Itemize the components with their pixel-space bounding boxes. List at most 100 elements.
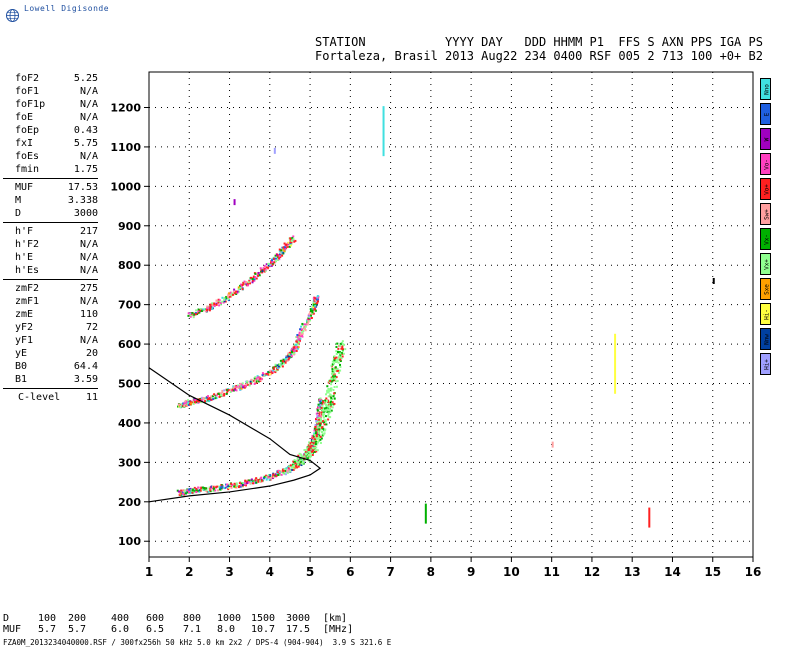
echo-pixel — [223, 394, 226, 397]
legend-label: Vx+ — [763, 259, 771, 270]
echo-pixel — [278, 250, 281, 253]
echo-pixel — [313, 306, 316, 309]
echo-pixel — [277, 254, 280, 257]
echo-pixel — [327, 412, 330, 415]
echo-pixel — [335, 356, 338, 359]
param-separator — [3, 388, 98, 389]
echo-pixel — [213, 393, 216, 396]
x-tick-label: 12 — [584, 565, 601, 579]
echo-pixel — [235, 290, 238, 293]
echo-pixel — [280, 249, 283, 252]
echo-pixel — [291, 463, 294, 466]
echo-pixel — [341, 340, 344, 343]
echo-pixel — [322, 406, 325, 409]
echo-pixel — [285, 356, 288, 359]
echo-pixel — [340, 341, 343, 344]
echo-pixel — [259, 378, 262, 381]
echo-pixel — [277, 365, 280, 368]
echo-pixel — [301, 334, 304, 337]
echo-pixel — [267, 264, 270, 267]
echo-pixel — [316, 421, 319, 424]
echo-pixel — [319, 407, 322, 410]
echo-pixel — [289, 351, 292, 354]
param-label: B1 — [15, 374, 28, 385]
echo-pixel — [297, 461, 300, 464]
legend-label: Hi+ — [763, 359, 771, 370]
param-value: N/A — [79, 335, 98, 346]
legend-swatch: Hi- — [760, 303, 771, 325]
echo-pixel — [191, 312, 194, 315]
param-value: 64.4 — [73, 361, 98, 372]
echo-pixel — [322, 416, 325, 419]
echo-pixel — [275, 260, 278, 263]
muf-table-cell: 10.7 — [251, 624, 276, 635]
echo-pixel — [288, 245, 291, 248]
echo-pixel — [277, 258, 280, 261]
param-value: N/A — [79, 252, 98, 263]
echo-pixel — [194, 400, 197, 403]
echo-pixel — [284, 470, 287, 473]
echo-pixel — [314, 418, 317, 421]
echo-pixel — [319, 397, 322, 400]
muf-table-cell: 5.7 — [38, 624, 57, 635]
echo-pixel — [333, 397, 336, 400]
echo-pixel — [331, 363, 334, 366]
echo-pixel — [239, 385, 242, 388]
echo-pixel — [191, 401, 194, 404]
echo-pixel — [299, 328, 302, 331]
echo-pixel — [300, 464, 303, 467]
echo-pixel — [291, 466, 294, 469]
echo-pixel — [188, 314, 191, 317]
echo-pixel — [249, 282, 252, 285]
param-label: foF1 — [15, 86, 40, 97]
echo-pixel — [177, 490, 180, 493]
echo-pixel — [215, 302, 218, 305]
echo-pixel — [315, 440, 318, 443]
echo-pixel — [255, 380, 258, 383]
echo-pixel — [325, 406, 328, 409]
echo-pixel — [260, 270, 263, 273]
echo-pixel — [289, 237, 292, 240]
echo-pixel — [273, 261, 276, 264]
param-separator — [3, 222, 98, 223]
echo-pixel — [281, 468, 284, 471]
param-label: h'F2 — [15, 239, 40, 250]
echo-pixel — [328, 404, 331, 407]
echo-pixel — [244, 480, 247, 483]
echo-pixel — [199, 399, 202, 402]
echo-pixel — [183, 490, 186, 493]
echo-pixel — [340, 357, 343, 360]
echo-pixel — [309, 314, 312, 317]
echo-pixel — [239, 286, 242, 289]
echo-pixel — [337, 361, 340, 364]
echo-pixel — [330, 396, 333, 399]
echo-pixel — [324, 399, 327, 402]
echo-pixel — [277, 473, 280, 476]
echo-pixel — [206, 307, 209, 310]
echo-pixel — [330, 372, 333, 375]
echo-pixel — [308, 450, 311, 453]
echo-pixel — [330, 389, 333, 392]
echo-pixel — [216, 485, 219, 488]
param-label: zmF2 — [15, 283, 40, 294]
echo-pixel — [239, 382, 242, 385]
echo-pixel — [215, 486, 218, 489]
echo-pixel — [242, 384, 245, 387]
echo-pixel — [238, 485, 241, 488]
echo-pixel — [304, 450, 307, 453]
echo-pixel — [237, 384, 240, 387]
echo-pixel — [274, 371, 277, 374]
echo-pixel — [201, 486, 204, 489]
echo-pixel — [289, 353, 292, 356]
echo-pixel — [200, 401, 203, 404]
echo-pixel — [289, 356, 292, 359]
echo-pixel — [290, 349, 293, 352]
param-label: foF1p — [15, 99, 46, 110]
echo-pixel — [180, 403, 183, 406]
echo-pixel — [315, 419, 318, 422]
echo-pixel — [323, 423, 326, 426]
echo-pixel — [335, 350, 338, 353]
echo-pixel — [269, 476, 272, 479]
echo-pixel — [198, 311, 201, 314]
echo-pixel — [312, 442, 315, 445]
